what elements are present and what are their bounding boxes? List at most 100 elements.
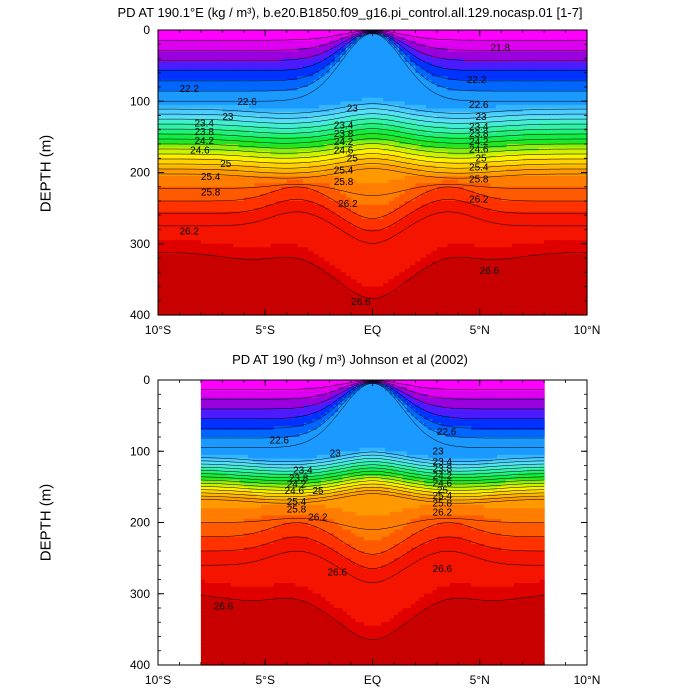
contour-cell xyxy=(367,168,374,174)
contour-cell xyxy=(163,119,170,124)
contour-cell xyxy=(458,140,465,145)
contour-cell xyxy=(415,69,422,74)
contour-cell xyxy=(345,176,352,181)
contour-cell xyxy=(297,172,304,177)
contour-cell xyxy=(399,94,406,99)
contour-cell xyxy=(313,233,320,238)
contour-cell xyxy=(458,254,465,259)
contour-cell xyxy=(265,111,272,117)
contour-cell xyxy=(426,261,433,266)
contour-cell xyxy=(410,101,416,106)
contour-cell xyxy=(179,90,186,95)
contour-cell xyxy=(297,62,304,67)
contour-cell xyxy=(206,222,213,227)
contour-cell xyxy=(458,261,465,266)
contour-cell xyxy=(265,222,272,227)
contour-cell xyxy=(211,76,218,81)
contour-cell xyxy=(163,54,170,60)
contour-cell xyxy=(334,286,341,291)
contour-cell xyxy=(318,165,325,170)
contour-cell xyxy=(442,268,449,273)
contour-cell xyxy=(184,190,191,195)
contour-cell xyxy=(340,119,347,124)
contour-cell xyxy=(372,208,379,213)
contour-cell xyxy=(265,286,272,291)
contour-cell xyxy=(200,300,207,305)
contour-cell xyxy=(431,282,438,288)
contour-cell xyxy=(442,229,449,234)
contour-cell xyxy=(324,186,331,191)
contour-cell xyxy=(163,204,170,209)
contour-cell xyxy=(265,44,272,49)
contour-cell xyxy=(184,37,191,42)
contour-cell xyxy=(367,297,374,302)
contour-cell xyxy=(259,44,266,49)
contour-cell xyxy=(334,144,341,149)
contour-cell xyxy=(426,193,433,199)
contour-cell xyxy=(243,218,250,223)
contour-cell xyxy=(485,40,492,45)
contour-cell xyxy=(356,282,363,288)
contour-cell xyxy=(190,261,197,266)
contour-cell xyxy=(372,108,379,113)
contour-cell xyxy=(415,111,422,117)
contour-cell xyxy=(367,307,374,313)
contour-cell xyxy=(297,65,304,70)
contour-cell xyxy=(452,111,459,117)
contour-cell xyxy=(356,218,363,223)
contour-cell xyxy=(383,201,390,206)
contour-cell xyxy=(195,236,202,241)
contour-cell xyxy=(356,72,363,77)
contour-cell xyxy=(302,30,309,35)
contour-cell xyxy=(243,101,250,106)
contour-cell xyxy=(410,297,416,302)
contour-cell xyxy=(200,176,207,181)
contour-cell xyxy=(367,300,374,305)
contour-cell xyxy=(265,94,272,99)
contour-cell xyxy=(158,151,164,156)
contour-cell xyxy=(410,111,416,117)
contour-cell xyxy=(324,193,331,199)
contour-cell xyxy=(458,90,465,95)
contour-cell xyxy=(420,104,427,109)
contour-cell xyxy=(281,240,288,245)
contour-cell xyxy=(313,161,320,166)
contour-cell xyxy=(254,140,261,145)
contour-cell xyxy=(211,297,218,302)
contour-cell xyxy=(479,215,486,220)
contour-cell xyxy=(479,286,486,291)
contour-cell xyxy=(485,268,492,273)
contour-cell xyxy=(211,65,218,70)
contour-cell xyxy=(426,186,433,191)
contour-cell xyxy=(158,208,164,213)
contour-cell xyxy=(452,265,459,270)
contour-cell xyxy=(286,154,293,159)
contour-cell xyxy=(393,136,400,142)
contour-cell xyxy=(410,54,416,60)
contour-cell xyxy=(377,40,384,45)
contour-cell xyxy=(286,261,293,266)
contour-cell xyxy=(249,111,256,117)
contour-cell xyxy=(190,133,197,138)
contour-cell xyxy=(356,154,363,159)
contour-cell xyxy=(184,144,191,149)
contour-cell xyxy=(243,190,250,195)
contour-cell xyxy=(158,197,164,202)
contour-cell xyxy=(222,247,229,252)
contour-cell xyxy=(174,186,181,191)
contour-cell xyxy=(163,190,170,195)
contour-cell xyxy=(174,183,181,188)
contour-cell xyxy=(168,151,175,156)
contour-cell xyxy=(227,40,234,45)
contour-cell xyxy=(399,286,406,291)
contour-cell xyxy=(286,133,293,138)
contour-cell xyxy=(361,51,368,56)
contour-cell xyxy=(190,76,197,81)
contour-cell xyxy=(238,290,245,295)
contour-cell xyxy=(281,193,288,199)
contour-cell xyxy=(190,62,197,67)
contour-cell xyxy=(340,90,347,95)
contour-cell xyxy=(216,279,223,284)
contour-cell xyxy=(318,268,325,273)
contour-cell xyxy=(211,201,218,206)
